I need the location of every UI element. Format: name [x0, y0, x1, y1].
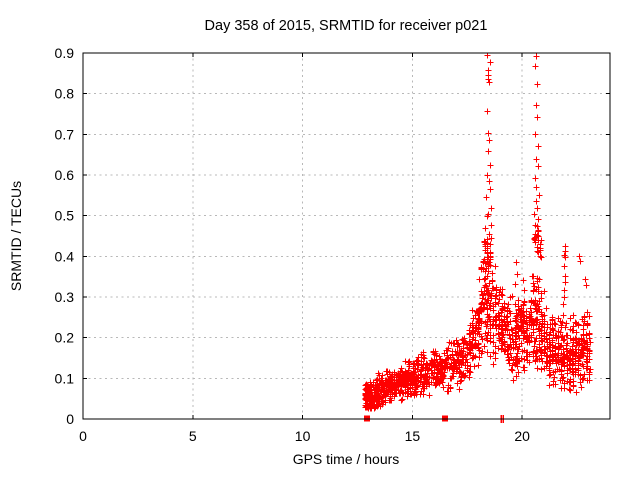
y-tick-labels: 0 0.1 0.2 0.3 0.4 0.5 0.6 0.7 0.8 0.9 [55, 45, 75, 427]
x-axis-label: GPS time / hours [293, 451, 400, 467]
y-tick-label: 0.4 [55, 248, 75, 264]
y-tick-label: 0.9 [55, 45, 75, 61]
y-tick-label: 0.6 [55, 167, 75, 183]
y-axis-label: SRMTID / TECUs [8, 181, 24, 291]
x-tick-label: 10 [295, 428, 311, 444]
y-tick-label: 0.5 [55, 208, 75, 224]
axis-ticks [82, 52, 610, 420]
y-tick-label: 0 [66, 411, 74, 427]
gridlines [83, 53, 610, 419]
y-tick-label: 0.8 [55, 86, 75, 102]
x-tick-labels: 0 5 10 15 20 [79, 428, 530, 444]
y-tick-label: 0.7 [55, 126, 75, 142]
x-tick-label: 15 [405, 428, 421, 444]
x-tick-label: 0 [79, 428, 87, 444]
scatter-points-group [362, 53, 594, 412]
y-tick-label: 0.1 [55, 370, 75, 386]
plot-border [82, 52, 611, 420]
y-tick-label: 0.2 [55, 330, 75, 346]
x-tick-label: 5 [189, 428, 197, 444]
y-tick-label: 0.3 [55, 289, 75, 305]
chart-title: Day 358 of 2015, SRMTID for receiver p02… [205, 18, 488, 34]
plot-frame [82, 52, 611, 420]
scatter-points-path [362, 53, 594, 412]
x-tick-label: 20 [514, 428, 530, 444]
